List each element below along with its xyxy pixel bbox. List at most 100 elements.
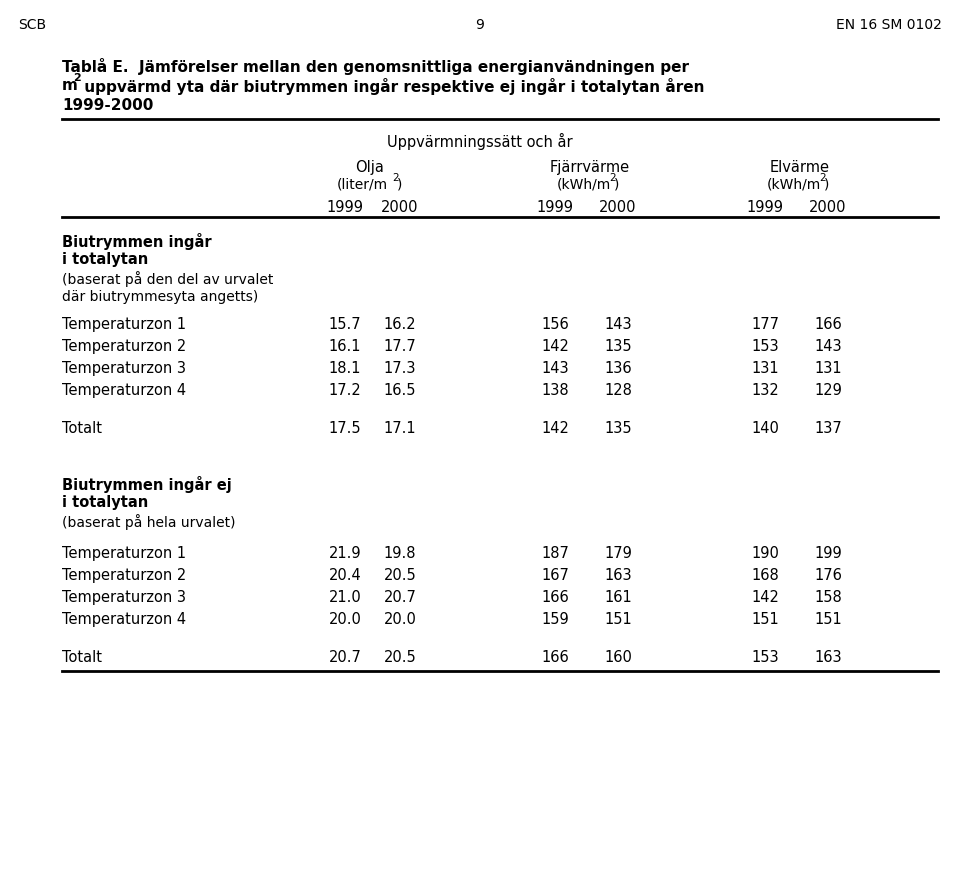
Text: 2: 2 bbox=[609, 173, 615, 182]
Text: 187: 187 bbox=[541, 545, 569, 561]
Text: ): ) bbox=[614, 178, 619, 192]
Text: 136: 136 bbox=[604, 360, 632, 375]
Text: 20.4: 20.4 bbox=[328, 568, 361, 582]
Text: 9: 9 bbox=[475, 18, 485, 32]
Text: 135: 135 bbox=[604, 420, 632, 435]
Text: 16.5: 16.5 bbox=[384, 383, 417, 398]
Text: SCB: SCB bbox=[18, 18, 46, 32]
Text: 167: 167 bbox=[541, 568, 569, 582]
Text: Temperaturzon 3: Temperaturzon 3 bbox=[62, 360, 186, 375]
Text: Biutrymmen ingår: Biutrymmen ingår bbox=[62, 232, 211, 249]
Text: 140: 140 bbox=[751, 420, 779, 435]
Text: 161: 161 bbox=[604, 589, 632, 604]
Text: 137: 137 bbox=[814, 420, 842, 435]
Text: Temperaturzon 1: Temperaturzon 1 bbox=[62, 316, 186, 332]
Text: 163: 163 bbox=[814, 649, 842, 664]
Text: Biutrymmen ingår ej: Biutrymmen ingår ej bbox=[62, 476, 231, 493]
Text: 199: 199 bbox=[814, 545, 842, 561]
Text: Totalt: Totalt bbox=[62, 420, 102, 435]
Text: 142: 142 bbox=[751, 589, 779, 604]
Text: (liter/m: (liter/m bbox=[337, 178, 388, 192]
Text: (kWh/m: (kWh/m bbox=[767, 178, 821, 192]
Text: (baserat på den del av urvalet: (baserat på den del av urvalet bbox=[62, 271, 274, 287]
Text: 163: 163 bbox=[604, 568, 632, 582]
Text: 128: 128 bbox=[604, 383, 632, 398]
Text: 156: 156 bbox=[541, 316, 569, 332]
Text: 166: 166 bbox=[541, 649, 569, 664]
Text: 20.7: 20.7 bbox=[328, 649, 361, 664]
Text: där biutrymmesyta angetts): där biutrymmesyta angetts) bbox=[62, 290, 258, 304]
Text: Uppvärmningssätt och år: Uppvärmningssätt och år bbox=[387, 133, 573, 150]
Text: uppvärmd yta där biutrymmen ingår respektive ej ingår i totalytan åren: uppvärmd yta där biutrymmen ingår respek… bbox=[79, 78, 705, 95]
Text: 17.3: 17.3 bbox=[384, 360, 417, 375]
Text: (kWh/m: (kWh/m bbox=[557, 178, 612, 192]
Text: Temperaturzon 3: Temperaturzon 3 bbox=[62, 589, 186, 604]
Text: 17.1: 17.1 bbox=[384, 420, 417, 435]
Text: ): ) bbox=[824, 178, 829, 192]
Text: i totalytan: i totalytan bbox=[62, 494, 148, 510]
Text: 21.0: 21.0 bbox=[328, 589, 361, 604]
Text: 17.7: 17.7 bbox=[384, 339, 417, 354]
Text: 129: 129 bbox=[814, 383, 842, 398]
Text: 190: 190 bbox=[751, 545, 779, 561]
Text: ): ) bbox=[397, 178, 402, 192]
Text: 138: 138 bbox=[541, 383, 569, 398]
Text: 168: 168 bbox=[751, 568, 779, 582]
Text: 20.7: 20.7 bbox=[384, 589, 417, 604]
Text: Tablå E.  Jämförelser mellan den genomsnittliga energianvändningen per: Tablå E. Jämförelser mellan den genomsni… bbox=[62, 58, 689, 75]
Text: 19.8: 19.8 bbox=[384, 545, 417, 561]
Text: 18.1: 18.1 bbox=[328, 360, 361, 375]
Text: 21.9: 21.9 bbox=[328, 545, 361, 561]
Text: 179: 179 bbox=[604, 545, 632, 561]
Text: 176: 176 bbox=[814, 568, 842, 582]
Text: m: m bbox=[62, 78, 78, 93]
Text: 143: 143 bbox=[541, 360, 569, 375]
Text: 166: 166 bbox=[814, 316, 842, 332]
Text: i totalytan: i totalytan bbox=[62, 252, 148, 266]
Text: 131: 131 bbox=[751, 360, 779, 375]
Text: 15.7: 15.7 bbox=[328, 316, 361, 332]
Text: Olja: Olja bbox=[355, 160, 384, 175]
Text: 2: 2 bbox=[392, 173, 398, 182]
Text: Temperaturzon 1: Temperaturzon 1 bbox=[62, 545, 186, 561]
Text: EN 16 SM 0102: EN 16 SM 0102 bbox=[836, 18, 942, 32]
Text: 20.5: 20.5 bbox=[384, 568, 417, 582]
Text: 158: 158 bbox=[814, 589, 842, 604]
Text: Temperaturzon 4: Temperaturzon 4 bbox=[62, 383, 186, 398]
Text: 2000: 2000 bbox=[809, 199, 847, 215]
Text: 2: 2 bbox=[819, 173, 826, 182]
Text: 1999-2000: 1999-2000 bbox=[62, 97, 154, 113]
Text: 2: 2 bbox=[73, 73, 81, 83]
Text: 142: 142 bbox=[541, 339, 569, 354]
Text: Elvärme: Elvärme bbox=[770, 160, 830, 175]
Text: 177: 177 bbox=[751, 316, 779, 332]
Text: 142: 142 bbox=[541, 420, 569, 435]
Text: 131: 131 bbox=[814, 360, 842, 375]
Text: Temperaturzon 4: Temperaturzon 4 bbox=[62, 611, 186, 627]
Text: 143: 143 bbox=[604, 316, 632, 332]
Text: 159: 159 bbox=[541, 611, 569, 627]
Text: 20.0: 20.0 bbox=[328, 611, 361, 627]
Text: 2000: 2000 bbox=[599, 199, 636, 215]
Text: 153: 153 bbox=[751, 339, 779, 354]
Text: 16.1: 16.1 bbox=[328, 339, 361, 354]
Text: 2000: 2000 bbox=[381, 199, 419, 215]
Text: (baserat på hela urvalet): (baserat på hela urvalet) bbox=[62, 513, 235, 529]
Text: 151: 151 bbox=[751, 611, 779, 627]
Text: 1999: 1999 bbox=[747, 199, 783, 215]
Text: Fjärrvärme: Fjärrvärme bbox=[550, 160, 630, 175]
Text: Temperaturzon 2: Temperaturzon 2 bbox=[62, 568, 186, 582]
Text: 143: 143 bbox=[814, 339, 842, 354]
Text: 135: 135 bbox=[604, 339, 632, 354]
Text: 1999: 1999 bbox=[326, 199, 364, 215]
Text: 17.5: 17.5 bbox=[328, 420, 361, 435]
Text: 151: 151 bbox=[814, 611, 842, 627]
Text: Totalt: Totalt bbox=[62, 649, 102, 664]
Text: Temperaturzon 2: Temperaturzon 2 bbox=[62, 339, 186, 354]
Text: 153: 153 bbox=[751, 649, 779, 664]
Text: 166: 166 bbox=[541, 589, 569, 604]
Text: 132: 132 bbox=[751, 383, 779, 398]
Text: 1999: 1999 bbox=[537, 199, 573, 215]
Text: 20.5: 20.5 bbox=[384, 649, 417, 664]
Text: 151: 151 bbox=[604, 611, 632, 627]
